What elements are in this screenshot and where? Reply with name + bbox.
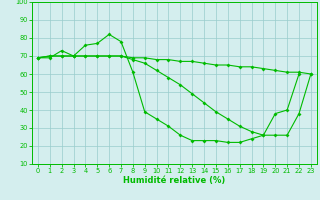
X-axis label: Humidité relative (%): Humidité relative (%) (123, 176, 226, 185)
